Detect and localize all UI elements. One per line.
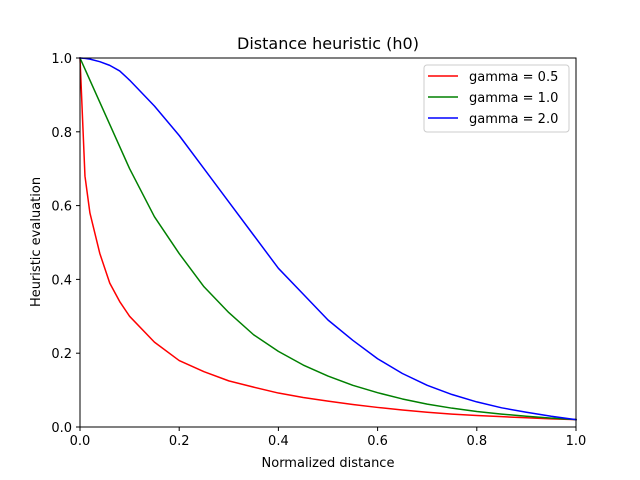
y-tick-label: 0.2 (51, 347, 72, 362)
series-line-3 (79, 57, 577, 421)
y-tick-label: 0.0 (51, 421, 72, 436)
x-tick-label: 0.0 (70, 434, 91, 449)
legend-box (423, 64, 570, 133)
y-tick-label: 0.6 (51, 200, 72, 215)
legend-label-1: gamma = 0.5 (469, 70, 558, 85)
y-tick-label: 1.0 (51, 52, 72, 67)
series-line-2 (79, 57, 577, 421)
x-tick-label: 0.8 (466, 434, 487, 449)
x-axis: 0.0 0.2 0.4 0.6 0.8 1.0 (70, 427, 587, 449)
x-axis-label: Normalized distance (262, 456, 395, 471)
series-line-1 (79, 57, 577, 421)
chart-title: Distance heuristic (h0) (237, 34, 419, 53)
legend: gamma = 0.5 gamma = 1.0 gamma = 2.0 (423, 64, 570, 133)
x-tick-label: 0.4 (268, 434, 289, 449)
legend-label-2: gamma = 1.0 (469, 91, 558, 106)
y-tick-label: 0.4 (51, 273, 72, 288)
y-tick-label: 0.8 (51, 126, 72, 141)
x-tick-label: 0.6 (367, 434, 388, 449)
legend-label-3: gamma = 2.0 (469, 112, 558, 127)
series-layer (79, 57, 577, 421)
y-axis-label: Heuristic evaluation (29, 177, 44, 307)
plot-frame (79, 57, 577, 428)
y-axis: 0.0 0.2 0.4 0.6 0.8 1.0 (51, 52, 80, 436)
x-tick-label: 0.2 (169, 434, 190, 449)
x-tick-label: 1.0 (566, 434, 587, 449)
